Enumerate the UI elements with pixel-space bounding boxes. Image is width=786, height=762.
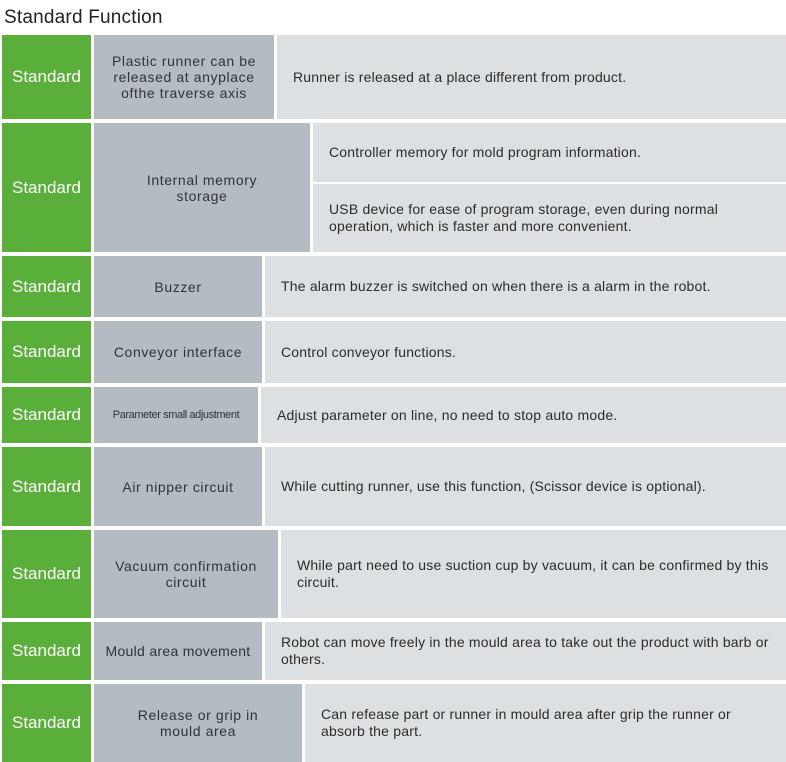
feature-name: Parameter small adjustment — [94, 387, 261, 443]
feature-description: Can refease part or runner in mould area… — [305, 684, 786, 762]
standard-badge: Standard — [2, 387, 94, 443]
table-row: Standard Release or grip in mould area C… — [2, 684, 786, 762]
description-text: Runner is released at a place different … — [293, 68, 627, 85]
standard-badge: Standard — [2, 256, 94, 317]
standard-badge: Standard — [2, 123, 94, 252]
feature-description: Robot can move freely in the mould area … — [265, 622, 786, 680]
feature-name: Buzzer — [94, 256, 265, 317]
feature-description: Runner is released at a place different … — [277, 35, 786, 119]
standard-badge: Standard — [2, 622, 94, 680]
table-row: Standard Air nipper circuit While cuttin… — [2, 447, 786, 530]
table-row: Standard Mould area movement Robot can m… — [2, 622, 786, 684]
table-row: Standard Parameter small adjustment Adju… — [2, 387, 786, 447]
feature-description: Adjust parameter on line, no need to sto… — [261, 387, 786, 443]
description-text: The alarm buzzer is switched on when the… — [281, 278, 711, 294]
feature-name: Internal memory storage — [94, 123, 313, 252]
description-text: Adjust parameter on line, no need to sto… — [277, 406, 618, 423]
feature-name: Plastic runner can be released at anypla… — [94, 35, 277, 119]
feature-name: Vacuum confirmation circuit — [94, 530, 281, 618]
feature-name: Mould area movement — [94, 622, 265, 680]
standard-badge: Standard — [2, 447, 94, 526]
standard-badge: Standard — [2, 321, 94, 383]
table-row: Standard Vacuum confirmation circuit Whi… — [2, 530, 786, 622]
table-row: Standard Conveyor interface Control conv… — [2, 321, 786, 387]
standard-function-table: Standard Plastic runner can be released … — [2, 35, 786, 762]
feature-description: While part need to use suction cup by va… — [281, 530, 786, 618]
table-row: Standard Plastic runner can be released … — [2, 35, 786, 123]
description-text: Control conveyor functions. — [281, 343, 457, 360]
feature-description: Controller memory for mold program infor… — [313, 123, 786, 252]
feature-name: Release or grip in mould area — [94, 684, 305, 762]
standard-badge: Standard — [2, 684, 94, 762]
description-text: While part need to use suction cup by va… — [297, 557, 769, 590]
feature-description: The alarm buzzer is switched on when the… — [265, 256, 786, 317]
feature-name: Conveyor interface — [94, 321, 265, 383]
description-text: Can refease part or runner in mould area… — [321, 706, 731, 739]
table-row: Standard Buzzer The alarm buzzer is swit… — [2, 256, 786, 321]
page-title: Standard Function — [4, 7, 163, 28]
feature-name: Air nipper circuit — [94, 447, 265, 526]
feature-description: While cutting runner, use this function,… — [265, 447, 786, 526]
description-text: USB device for ease of program storage, … — [313, 182, 786, 252]
standard-badge: Standard — [2, 35, 94, 119]
table-row: Standard Internal memory storage Control… — [2, 123, 786, 256]
feature-description: Control conveyor functions. — [265, 321, 786, 383]
description-text: Robot can move freely in the mould area … — [281, 634, 769, 667]
description-text: While cutting runner, use this function,… — [281, 478, 706, 494]
description-text: Controller memory for mold program infor… — [329, 144, 642, 160]
standard-badge: Standard — [2, 530, 94, 618]
